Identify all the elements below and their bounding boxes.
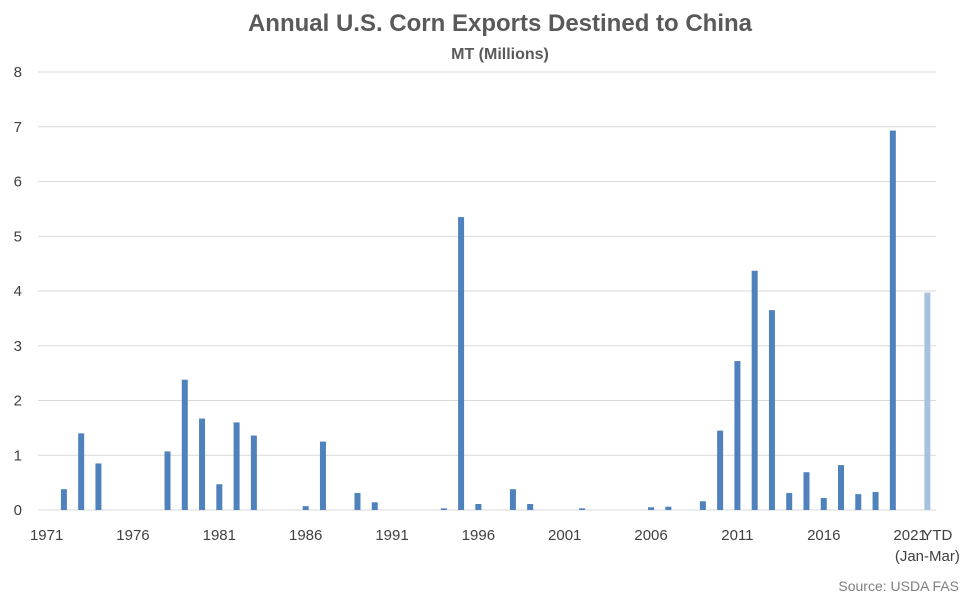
bars — [60, 130, 931, 510]
y-tick-label: 7 — [14, 119, 22, 136]
x-tick-label: 1996 — [462, 527, 495, 544]
y-tick-label: 5 — [14, 228, 22, 245]
x-tick-label: 1986 — [289, 527, 322, 544]
bar-1989 — [354, 493, 361, 510]
y-axis-ticks: 0 1 2 3 4 5 6 7 8 — [14, 64, 22, 519]
bar-1986 — [302, 506, 309, 510]
x-tick-label: 2021 — [893, 527, 926, 544]
x-tick-label: 2001 — [548, 527, 581, 544]
x-tick-label: 2016 — [807, 527, 840, 544]
bar-1980 — [199, 418, 206, 510]
y-tick-label: 3 — [14, 338, 22, 355]
bar-1994 — [440, 508, 447, 510]
x-tick-label: 2006 — [634, 527, 667, 544]
x-tick-label: 1981 — [203, 527, 236, 544]
y-tick-label: 1 — [14, 447, 22, 464]
y-tick-label: 8 — [14, 64, 22, 81]
bar-2006 — [648, 507, 655, 510]
chart-title: Annual U.S. Corn Exports Destined to Chi… — [248, 10, 753, 37]
bar-1974 — [95, 463, 102, 510]
bar-2017 — [838, 465, 845, 510]
x-tick-label-ytd-range: (Jan-Mar) — [895, 548, 960, 565]
bar-1981 — [216, 484, 223, 510]
x-tick-label: 1971 — [30, 527, 63, 544]
bar-2013 — [768, 310, 775, 510]
bar-1990 — [371, 502, 378, 510]
y-tick-label: 4 — [14, 283, 22, 300]
bar-2002 — [578, 508, 585, 510]
bar-1979 — [181, 379, 188, 510]
bar-2019 — [872, 491, 879, 510]
bar-1998 — [509, 489, 516, 510]
bar-2018 — [855, 494, 862, 510]
y-tick-label: 6 — [14, 174, 22, 191]
bar-2007 — [665, 506, 672, 510]
bar-2014 — [786, 493, 793, 510]
x-tick-label: 1991 — [375, 527, 408, 544]
x-tick-label: 1976 — [116, 527, 149, 544]
gridlines — [38, 71, 936, 511]
x-tick-label-ytd: YTD — [922, 527, 952, 544]
bar-1983 — [250, 435, 257, 510]
bar-2011 — [734, 361, 741, 510]
source-note: Source: USDA FAS — [838, 578, 959, 594]
bar-2020 — [889, 130, 896, 510]
x-tick-label: 2011 — [721, 527, 753, 544]
y-tick-label: 2 — [14, 393, 22, 410]
bar-1973 — [78, 433, 85, 510]
bar-2009 — [699, 501, 706, 510]
bar-2021-YTD-Jan-Mar- — [924, 292, 931, 510]
bar-1987 — [319, 441, 326, 510]
bar-1999 — [527, 503, 534, 510]
x-axis-ticks: 1971 1976 1981 1986 1991 1996 2001 2006 2011 2016… — [30, 527, 960, 565]
bar-1995 — [458, 217, 465, 510]
bar-1982 — [233, 422, 240, 510]
bar-2012 — [751, 270, 758, 510]
bar-1972 — [60, 489, 67, 510]
chart-subtitle: MT (Millions) — [451, 46, 549, 63]
bar-2010 — [717, 430, 724, 510]
bar-2016 — [820, 497, 827, 510]
y-tick-label: 0 — [14, 502, 22, 519]
bar-1996 — [475, 503, 482, 510]
bar-2015 — [803, 472, 810, 510]
bar-1978 — [164, 451, 171, 510]
